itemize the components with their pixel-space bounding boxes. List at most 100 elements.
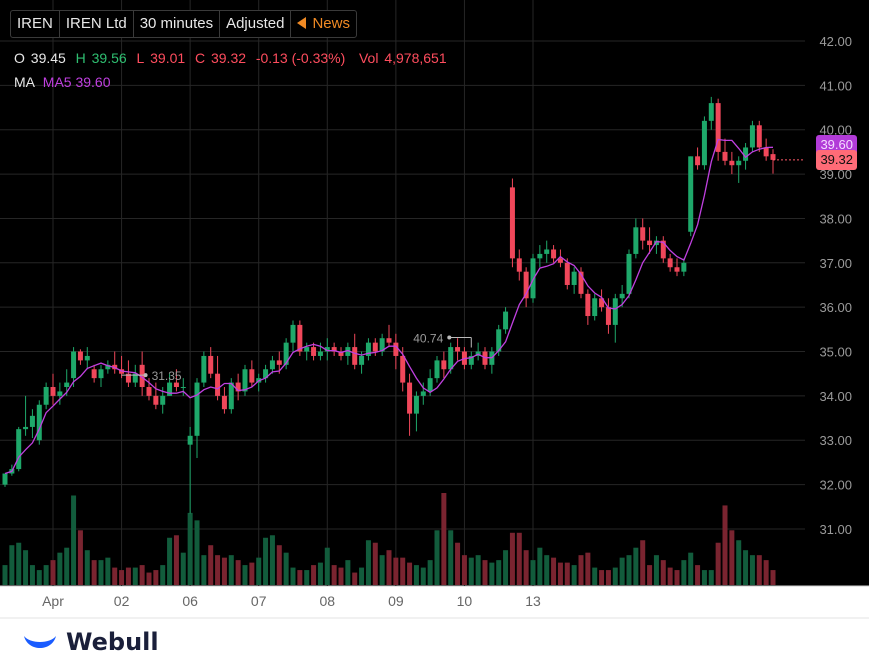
candle-body (146, 387, 152, 396)
candle-body (736, 160, 742, 166)
adjust-selector[interactable]: Adjusted (220, 11, 292, 37)
volume-bar (352, 572, 358, 585)
volume-bar (77, 530, 83, 585)
plot-background (0, 0, 869, 586)
candle-body (770, 154, 776, 160)
change-value: -0.13 (-0.33%) (255, 50, 346, 66)
volume-bar (2, 565, 8, 585)
news-button[interactable]: News (291, 11, 356, 37)
candle-body (269, 360, 275, 370)
volume-bar (98, 560, 104, 585)
high-label: H (75, 50, 86, 66)
volume-bar (763, 560, 769, 585)
interval-selector[interactable]: 30 minutes (134, 11, 221, 37)
annotation-label: 31.35 (152, 369, 182, 383)
volume-bar (537, 547, 543, 585)
volume-bar (455, 542, 461, 585)
volume-bar (304, 570, 310, 585)
candle-body (695, 156, 701, 166)
close-label: C (194, 50, 206, 66)
volume-bar (132, 567, 138, 585)
y-tick-label: 38.00 (819, 211, 852, 226)
candle-body (729, 160, 735, 166)
volume-bar (701, 570, 707, 585)
volume-bar (201, 555, 207, 585)
volume-bar (16, 542, 22, 585)
candle-body (619, 293, 625, 299)
volume-bar (317, 562, 323, 585)
candle-body (688, 156, 694, 232)
candle-body (297, 324, 303, 352)
volume-bar (653, 555, 659, 585)
volume-bar (592, 567, 598, 585)
volume-bar (509, 532, 515, 585)
candle-body (420, 391, 426, 396)
candle-body (331, 347, 337, 352)
candle-body (605, 307, 611, 325)
candle-body (626, 253, 632, 294)
candle-body (345, 347, 351, 356)
x-tick-label: Apr (42, 593, 64, 609)
grid-layer (0, 0, 805, 586)
company-name: IREN Ltd (60, 11, 134, 37)
candle-body (647, 240, 653, 246)
webull-icon (24, 636, 56, 648)
volume-bar (221, 557, 227, 585)
candle-body (551, 249, 557, 259)
volume-bar (599, 570, 605, 585)
candle-body (407, 382, 413, 414)
volume-bar (461, 555, 467, 585)
y-tick-label: 33.00 (819, 433, 852, 448)
candle-body (708, 103, 714, 121)
volume-bar (441, 493, 447, 585)
volume-bar (729, 530, 735, 585)
candle-body (180, 387, 186, 389)
volume-bar (112, 567, 118, 585)
candle-body (263, 369, 269, 379)
volume-bar (345, 560, 351, 585)
volume-bar (180, 552, 186, 585)
annotation-dot (447, 335, 452, 340)
volume-bar (9, 545, 15, 585)
candle-body (749, 125, 755, 148)
volume-bar (365, 540, 371, 585)
x-tick-label: 08 (319, 593, 335, 609)
volume-bar (36, 570, 42, 585)
volume-bar (215, 555, 221, 585)
close-value: 39.32 (210, 50, 247, 66)
x-tick-label: 07 (251, 593, 267, 609)
candle-body (496, 329, 502, 352)
candle-body (201, 355, 207, 383)
volume-bar (489, 562, 495, 585)
webull-logo[interactable]: Webull (22, 628, 159, 656)
volume-bar (242, 565, 248, 585)
volume-bar (228, 555, 234, 585)
volume-bar (249, 562, 255, 585)
candle-body (530, 258, 536, 299)
volume-bar (311, 565, 317, 585)
x-tick-label: 02 (114, 593, 130, 609)
symbol-label[interactable]: IREN (11, 11, 60, 37)
volume-bar (503, 550, 509, 585)
volume-bar (674, 570, 680, 585)
ma-label: MA (14, 74, 35, 90)
x-tick-label: 10 (457, 593, 473, 609)
volume-bar (29, 565, 35, 585)
volume-bar (619, 557, 625, 585)
volume-bar (84, 550, 90, 585)
volume-bar (359, 567, 365, 585)
candle-body (283, 342, 289, 365)
x-tick-label: 06 (182, 593, 198, 609)
news-label: News (312, 15, 350, 32)
x-tick-label: 09 (388, 593, 404, 609)
candle-body (468, 355, 474, 365)
candle-body (311, 347, 317, 356)
volume-bar (23, 550, 29, 585)
volume-bar (379, 555, 385, 585)
candle-body (571, 271, 577, 285)
candle-body (23, 426, 29, 430)
volume-bar (324, 547, 330, 585)
y-tick-label: 36.00 (819, 300, 852, 315)
